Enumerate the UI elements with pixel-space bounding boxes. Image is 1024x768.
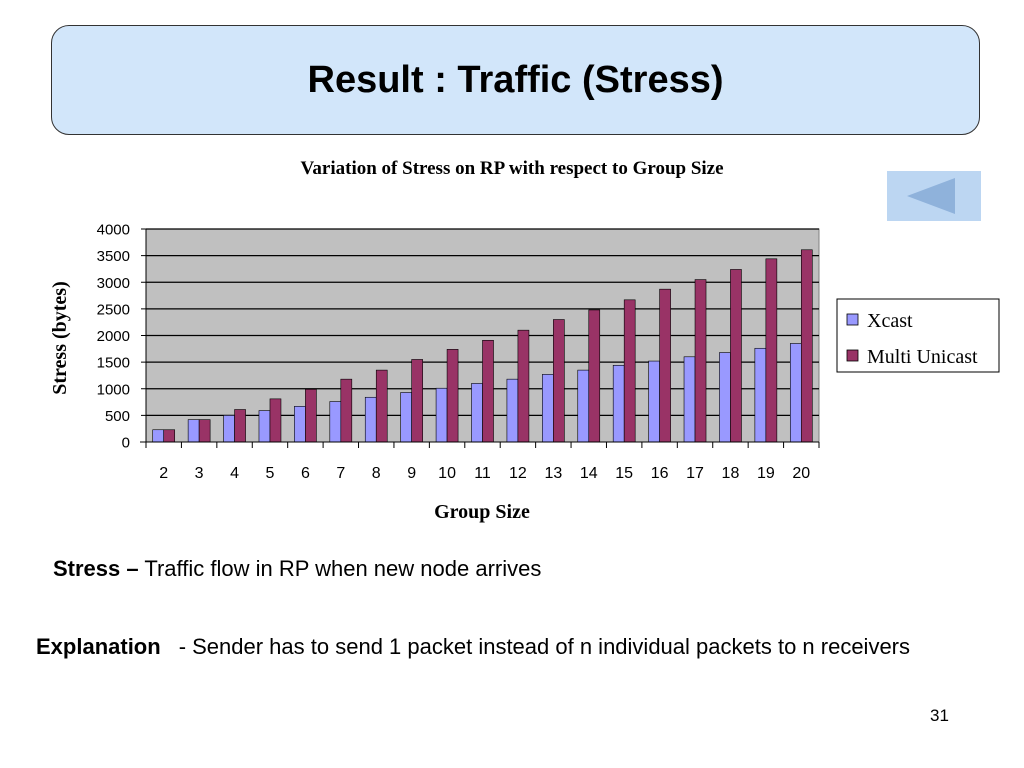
bar-multi-unicast (305, 388, 317, 443)
chart-title: Variation of Stress on RP with respect t… (300, 158, 723, 179)
bar-xcast (471, 383, 483, 443)
y-tick-label: 1500 (97, 355, 130, 372)
bar-xcast (329, 401, 342, 443)
x-axis-label: Group Size (434, 501, 530, 523)
bar-multi-unicast (269, 398, 282, 443)
x-tick-label: 10 (438, 465, 456, 482)
bar-multi-unicast (411, 359, 423, 443)
bar-xcast (506, 378, 519, 443)
bar-xcast (542, 374, 554, 443)
bar-multi-unicast (553, 319, 565, 443)
bars (152, 249, 813, 443)
x-tick-label: 6 (301, 465, 310, 482)
x-tick-label: 15 (615, 465, 633, 482)
explanation-text: - Sender has to send 1 packet instead of… (178, 634, 911, 659)
bar-multi-unicast (340, 378, 353, 443)
stress-term: Stress – (53, 556, 139, 581)
y-tick-label: 500 (105, 408, 130, 425)
y-tick-label: 2000 (97, 328, 130, 345)
bar-multi-unicast (517, 329, 530, 443)
x-tick-label: 14 (580, 465, 598, 482)
y-tick-label: 2500 (97, 301, 130, 318)
x-tick-label: 8 (372, 465, 381, 482)
x-tick-label: 9 (407, 465, 416, 482)
legend-swatch-xcast (846, 313, 859, 326)
x-tick-label: 19 (757, 465, 775, 482)
bar-xcast (789, 343, 802, 443)
bar-xcast (577, 369, 590, 443)
bar-xcast (612, 365, 625, 443)
stress-definition: Stress – Traffic flow in RP when new nod… (53, 556, 541, 582)
back-button[interactable] (887, 171, 981, 221)
x-tick-label: 20 (792, 465, 810, 482)
legend-label-multi-unicast: Multi Unicast (867, 346, 978, 368)
bar-multi-unicast (163, 429, 176, 443)
legend-swatch-multi-unicast (846, 349, 859, 362)
bar-multi-unicast (765, 258, 778, 443)
bar-xcast (400, 392, 412, 443)
bar-xcast (223, 415, 235, 443)
legend-label-xcast: Xcast (867, 310, 913, 332)
y-tick-label: 0 (122, 435, 130, 452)
x-tick-label: 4 (230, 465, 239, 482)
bar-multi-unicast (234, 409, 246, 443)
bar-xcast (258, 410, 271, 443)
bar-multi-unicast (588, 309, 601, 443)
x-tick-label: 11 (474, 465, 491, 482)
y-tick-label: 3500 (97, 248, 130, 265)
bar-multi-unicast (482, 339, 494, 443)
legend: Xcast Multi Unicast (836, 298, 1000, 373)
bar-multi-unicast (198, 419, 211, 443)
bar-xcast (719, 352, 731, 443)
x-tick-label: 5 (266, 465, 275, 482)
bar-xcast (435, 387, 448, 443)
page-number: 31 (930, 706, 949, 725)
bar-multi-unicast (800, 249, 813, 443)
bar-xcast (683, 356, 696, 443)
bar-xcast (294, 406, 306, 443)
stress-text: Traffic flow in RP when new node arrives (144, 556, 542, 581)
x-tick-label: 7 (336, 465, 345, 482)
x-tick-label: 3 (195, 465, 204, 482)
x-tick-label: 2 (159, 465, 168, 482)
x-tick-label: 12 (509, 465, 527, 482)
legend-box (836, 298, 1000, 373)
bar-xcast (648, 360, 660, 443)
slide-title: Result : Traffic (Stress) (307, 58, 724, 101)
x-ticks: 2 3 4 5 6 7 8 9 10 11 12 13 14 15 16 17 18 19 20 (145, 442, 820, 482)
explanation: Explanation - Sender has to send 1 packet… (36, 632, 966, 662)
bar-multi-unicast (446, 349, 459, 443)
x-tick-label: 13 (544, 465, 562, 482)
bar-xcast (152, 429, 165, 443)
y-tick-label: 4000 (97, 222, 130, 239)
y-ticks: 0 500 1000 1500 2000 2500 3000 3500 4000 (97, 222, 146, 452)
back-arrow-icon (907, 178, 955, 214)
y-tick-label: 1000 (97, 381, 130, 398)
title-box: Result : Traffic (Stress) (51, 25, 980, 135)
bar-xcast (754, 347, 767, 443)
bar-multi-unicast (659, 288, 671, 443)
stress-chart: Variation of Stress on RP with respect t… (49, 158, 1000, 523)
bar-multi-unicast (623, 299, 636, 443)
bar-multi-unicast (694, 279, 707, 443)
x-tick-label: 18 (722, 465, 740, 482)
x-tick-label: 17 (686, 465, 704, 482)
y-axis-label: Stress (bytes) (49, 281, 71, 395)
bar-xcast (187, 419, 200, 443)
bar-multi-unicast (375, 369, 388, 443)
x-tick-label: 16 (651, 465, 669, 482)
bar-multi-unicast (730, 269, 742, 443)
explanation-term: Explanation (36, 634, 161, 659)
bar-xcast (364, 396, 377, 443)
y-tick-label: 3000 (97, 275, 130, 292)
